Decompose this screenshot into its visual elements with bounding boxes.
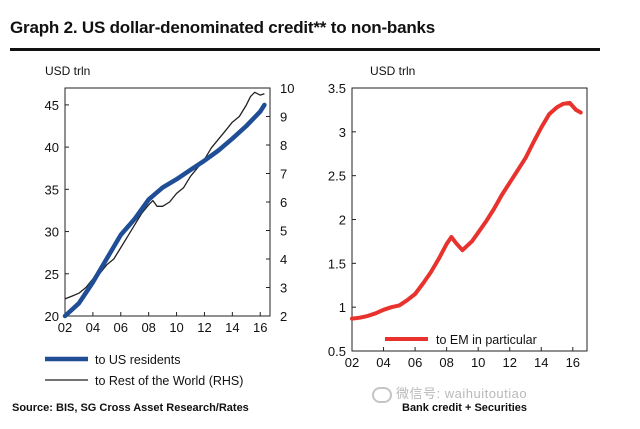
x-tick-label: 12 — [502, 355, 516, 370]
series-line-em — [350, 100, 583, 321]
right-x-axis-ticks: 02 04 06 08 10 12 14 16 — [345, 347, 580, 370]
watermark: 微信号: waihuitoutiao — [372, 383, 527, 403]
rhs-tick-label: 8 — [280, 138, 287, 153]
legend-label-rest-of-world: to Rest of the World (RHS) — [95, 374, 243, 388]
watermark-text: 微信号: waihuitoutiao — [396, 386, 528, 401]
y-tick-label: 25 — [45, 267, 59, 282]
chart-title: Graph 2. US dollar-denominated credit** … — [10, 18, 436, 37]
x-tick-label: 12 — [197, 320, 211, 335]
x-tick-label: 14 — [534, 355, 548, 370]
y-tick-label: 1 — [339, 300, 346, 315]
right-chart: USD trln 0.5 1 1.5 2 2.5 3 3.5 02 04 06 08 10 12 14 1… — [328, 64, 588, 370]
rhs-tick-label: 5 — [280, 224, 287, 239]
title-underline — [10, 48, 600, 51]
rhs-tick-label: 6 — [280, 195, 287, 210]
right-y-axis-ticks: 2 3 4 5 6 7 8 9 10 — [266, 81, 294, 324]
rhs-tick-label: 9 — [280, 110, 287, 125]
y-tick-label: 3.5 — [328, 81, 346, 96]
x-tick-label: 14 — [225, 320, 239, 335]
y-tick-label: 40 — [45, 140, 59, 155]
y-tick-label: 45 — [45, 98, 59, 113]
x-tick-label: 06 — [408, 355, 422, 370]
rhs-tick-label: 4 — [280, 252, 287, 267]
y-tick-label: 35 — [45, 182, 59, 197]
right-plot-frame — [351, 87, 588, 352]
x-tick-label: 04 — [376, 355, 390, 370]
right-legend: to EM in particular — [385, 333, 537, 347]
rhs-tick-label: 3 — [280, 281, 287, 296]
x-tick-label: 10 — [169, 320, 183, 335]
source-note-right: Bank credit + Securities — [402, 402, 528, 414]
y-tick-label: 2.5 — [328, 169, 346, 184]
x-tick-label: 04 — [86, 320, 100, 335]
right-series — [350, 100, 583, 321]
y-tick-label: 30 — [45, 225, 59, 240]
x-tick-label: 02 — [58, 320, 72, 335]
rhs-tick-label: 2 — [280, 309, 287, 324]
wechat-icon — [372, 386, 392, 403]
left-unit-label: USD trln — [45, 64, 90, 78]
y-tick-label: 3 — [339, 125, 346, 140]
left-x-axis-ticks: 02 04 06 08 10 12 14 16 — [58, 312, 267, 335]
left-y-axis-ticks: 20 25 30 35 40 45 — [45, 98, 69, 324]
x-tick-label: 06 — [114, 320, 128, 335]
x-tick-label: 16 — [253, 320, 267, 335]
right-y-axis-ticks: 0.5 1 1.5 2 2.5 3 3.5 — [328, 81, 356, 359]
left-series — [62, 91, 267, 319]
right-unit-label: USD trln — [370, 64, 415, 78]
x-tick-label: 08 — [141, 320, 155, 335]
y-tick-label: 2 — [339, 213, 346, 228]
legend-label-us-residents: to US residents — [95, 353, 180, 367]
x-tick-label: 02 — [345, 355, 359, 370]
x-tick-label: 08 — [439, 355, 453, 370]
left-plot-frame — [64, 87, 271, 317]
x-tick-label: 16 — [566, 355, 580, 370]
y-tick-label: 1.5 — [328, 256, 346, 271]
rhs-tick-label: 7 — [280, 167, 287, 182]
x-tick-label: 10 — [471, 355, 485, 370]
series-line-us-residents — [62, 102, 267, 319]
source-note: Source: BIS, SG Cross Asset Research/Rat… — [12, 402, 249, 414]
y-tick-label: 20 — [45, 309, 59, 324]
left-legend: to US residents to Rest of the World (RHS… — [45, 353, 243, 388]
series-line-rest-of-world — [64, 91, 265, 300]
legend-label-em: to EM in particular — [436, 333, 537, 347]
rhs-tick-label: 10 — [280, 81, 294, 96]
y-tick-label: 0.5 — [328, 344, 346, 359]
